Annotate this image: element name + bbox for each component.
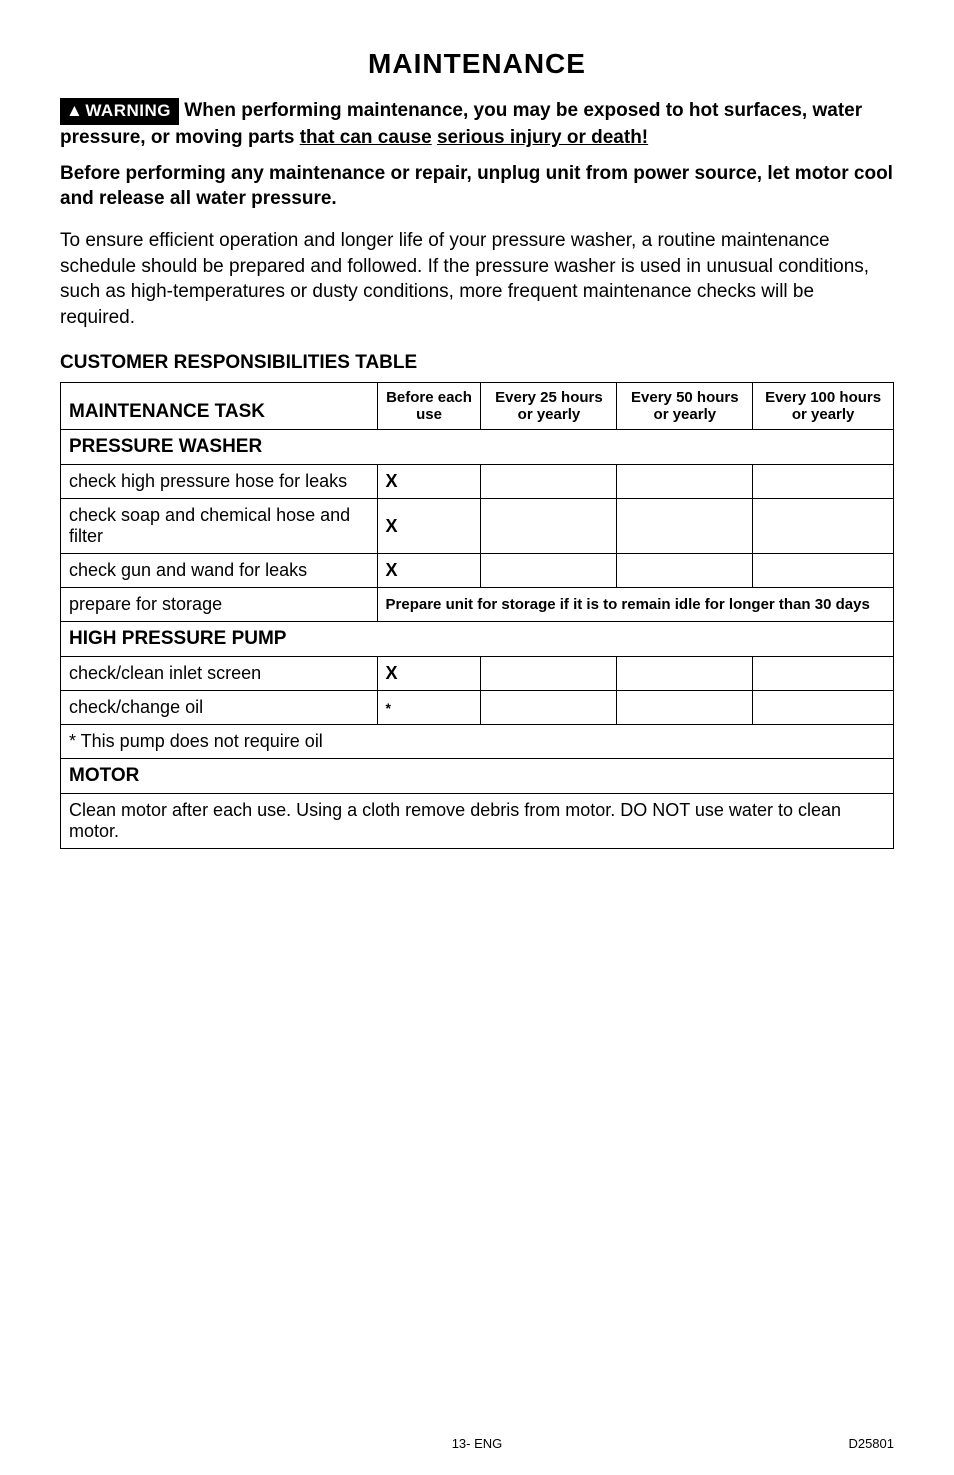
page-footer: 13- ENG D25801 [0,1436,954,1451]
mark-cell: * [377,691,481,725]
before-paragraph: Before performing any maintenance or rep… [60,161,894,212]
task-cell: check gun and wand for leaks [61,554,378,588]
mark-cell: X [377,657,481,691]
empty-cell [753,465,894,499]
empty-cell [753,499,894,554]
empty-cell [481,691,617,725]
warning-badge: ▲WARNING [60,98,179,125]
empty-cell [481,554,617,588]
footer-page-number: 13- ENG [0,1436,954,1451]
col-header-25: Every 25 hours or yearly [481,383,617,430]
pump-note-cell: * This pump does not require oil [61,725,894,759]
col-header-50: Every 50 hours or yearly [617,383,753,430]
empty-cell [753,657,894,691]
mark-cell: X [377,465,481,499]
warning-triangle-icon: ▲ [66,100,83,123]
table-row-pump-note: * This pump does not require oil [61,725,894,759]
body-paragraph: To ensure efficient operation and longer… [60,228,894,331]
warning-paragraph: ▲WARNING When performing maintenance, yo… [60,98,894,151]
warning-text-underlined-2: serious injury or death! [437,127,648,148]
empty-cell [753,554,894,588]
section-motor: MOTOR [61,759,894,794]
table-row: check/clean inlet screen X [61,657,894,691]
col-header-task: MAINTENANCE TASK [61,383,378,430]
empty-cell [481,465,617,499]
footer-doc-id: D25801 [848,1436,894,1451]
empty-cell [617,465,753,499]
empty-cell [481,499,617,554]
table-row: check high pressure hose for leaks X [61,465,894,499]
main-heading: MAINTENANCE [60,48,894,80]
warning-text-underlined-1: that can cause [300,127,432,148]
section-label: PRESSURE WASHER [61,430,894,465]
section-high-pressure-pump: HIGH PRESSURE PUMP [61,622,894,657]
storage-note-cell: Prepare unit for storage if it is to rem… [377,588,893,622]
table-title: CUSTOMER RESPONSIBILITIES TABLE [60,352,894,374]
task-cell: check/change oil [61,691,378,725]
col-header-100: Every 100 hours or yearly [753,383,894,430]
col-header-before: Before each use [377,383,481,430]
table-row: check soap and chemical hose and filter … [61,499,894,554]
table-row-storage: prepare for storage Prepare unit for sto… [61,588,894,622]
empty-cell [617,657,753,691]
maintenance-table: MAINTENANCE TASK Before each use Every 2… [60,382,894,849]
section-label: MOTOR [61,759,894,794]
motor-note-cell: Clean motor after each use. Using a clot… [61,794,894,849]
warning-label: WARNING [85,101,171,120]
empty-cell [617,554,753,588]
header-row: MAINTENANCE TASK Before each use Every 2… [61,383,894,430]
mark-cell: X [377,499,481,554]
task-cell: check/clean inlet screen [61,657,378,691]
empty-cell [617,691,753,725]
empty-cell [753,691,894,725]
task-cell: check high pressure hose for leaks [61,465,378,499]
section-label: HIGH PRESSURE PUMP [61,622,894,657]
task-cell: check soap and chemical hose and filter [61,499,378,554]
table-row: check/change oil * [61,691,894,725]
table-row-motor-note: Clean motor after each use. Using a clot… [61,794,894,849]
section-pressure-washer: PRESSURE WASHER [61,430,894,465]
empty-cell [481,657,617,691]
mark-cell: X [377,554,481,588]
task-cell: prepare for storage [61,588,378,622]
empty-cell [617,499,753,554]
page-container: MAINTENANCE ▲WARNING When performing mai… [0,0,954,1475]
table-row: check gun and wand for leaks X [61,554,894,588]
